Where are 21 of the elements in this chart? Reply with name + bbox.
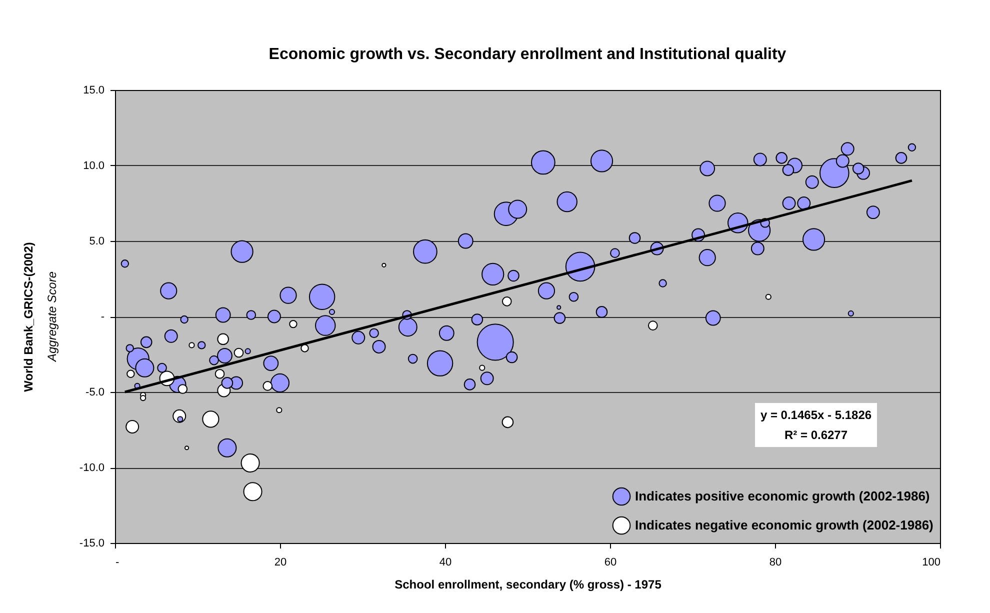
x-tick-label: 60 <box>604 556 617 568</box>
y-tick-label: -15.0 <box>79 538 104 550</box>
y-tick-label: 5.0 <box>89 236 104 248</box>
x-tick-label: 40 <box>439 556 452 568</box>
legend-label: Indicates positive economic growth (2002-1986) <box>635 488 930 504</box>
y-tick-label: -10.0 <box>79 462 104 474</box>
x-tick-label: - <box>116 556 120 568</box>
y-tick-label: 10.0 <box>83 160 104 172</box>
x-tick-label: 100 <box>922 556 940 568</box>
y-tick-label: -5.0 <box>86 386 104 398</box>
y-tick-label: - <box>100 311 105 323</box>
text: Aggregate Score <box>45 271 59 363</box>
x-tick-label: 20 <box>274 556 287 568</box>
chart-title: Economic growth vs. Secondary enrollment and Institutional quality <box>268 46 786 63</box>
annotation: y = 0.1465x - 5.1826 <box>760 408 872 422</box>
x-tick-label: 80 <box>769 556 782 568</box>
y-axis-title: World Bank_GRICS-(2002) <box>22 242 36 392</box>
y-tick-label: 15.0 <box>83 84 104 96</box>
x-axis-title: School enrollment, secondary (% gross) - 1975 <box>394 578 662 592</box>
annotation: R² = 0.6277 <box>784 428 848 442</box>
legend-label: Indicates negative economic growth (2002-1986) <box>635 518 934 532</box>
